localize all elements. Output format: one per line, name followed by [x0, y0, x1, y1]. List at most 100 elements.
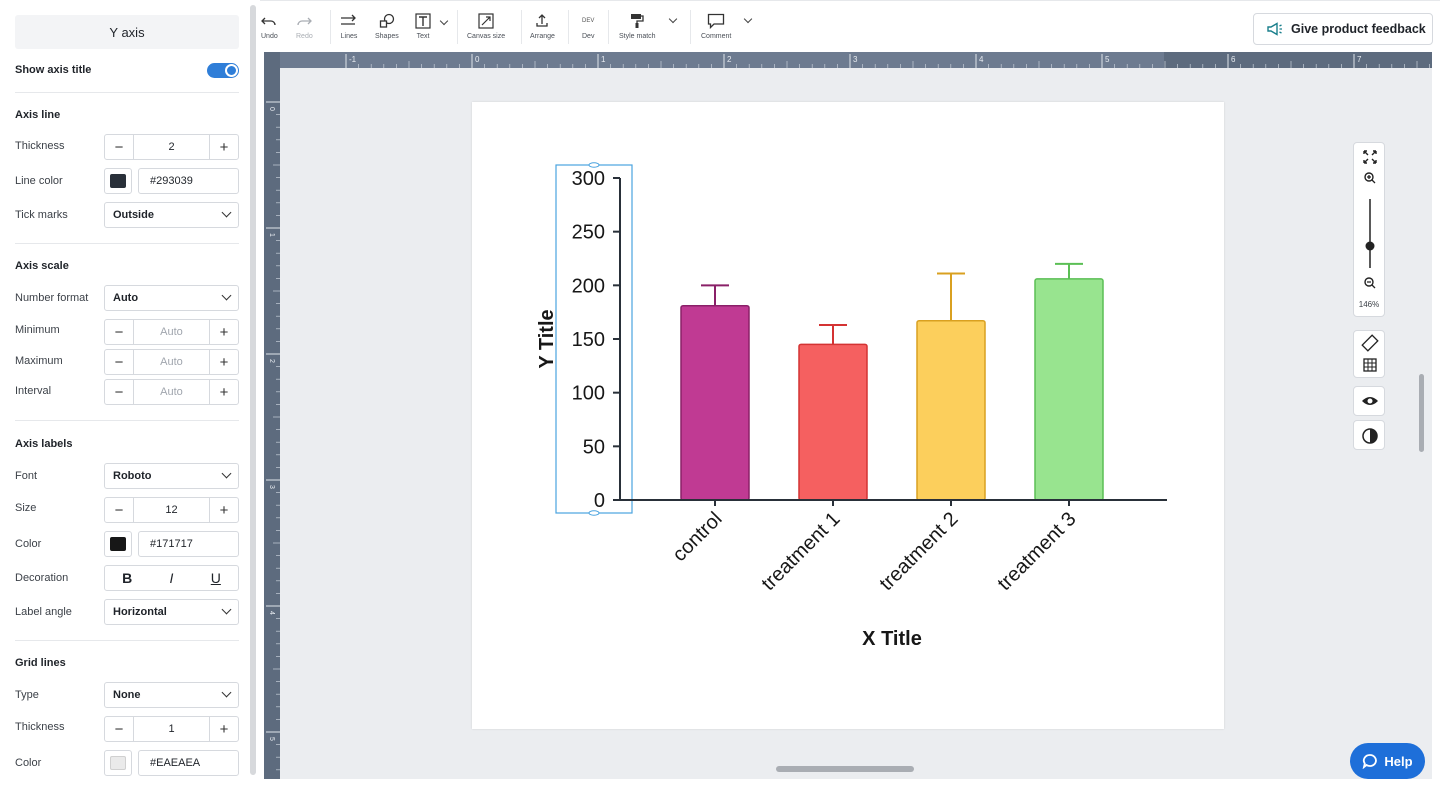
- bold-button[interactable]: B: [122, 570, 133, 586]
- line-color-swatch[interactable]: [104, 168, 132, 194]
- lines-button[interactable]: Lines: [340, 11, 358, 40]
- undo-button[interactable]: Undo: [261, 11, 278, 40]
- ruler-ticks: -1 0 1 2 3 4 5 6 7 0 1 2 3 4 5: [266, 54, 1430, 771]
- style-match-button[interactable]: Style match: [619, 11, 656, 40]
- decrement-button[interactable]: −: [114, 720, 124, 738]
- label-angle-select[interactable]: Horizontal: [104, 599, 239, 625]
- comment-label: Comment: [701, 33, 732, 40]
- tick-marks-select[interactable]: Outside: [104, 202, 239, 228]
- grid-type-value: None: [113, 689, 141, 701]
- label-color-row: Color: [15, 531, 239, 557]
- grid-thickness-input[interactable]: 1: [133, 717, 210, 741]
- toolbar-separator: [521, 10, 522, 44]
- y-tick-label: 100: [572, 383, 605, 405]
- x-tick-label: treatment 1: [757, 508, 844, 595]
- italic-button[interactable]: I: [169, 570, 174, 586]
- increment-button[interactable]: +: [219, 323, 229, 341]
- grid-thickness-stepper: − 1 +: [104, 716, 239, 742]
- tick-marks-value: Outside: [113, 209, 154, 221]
- ruler-icon[interactable]: [1361, 334, 1379, 352]
- number-format-row: Number format: [15, 285, 239, 311]
- redo-label: Redo: [296, 33, 313, 40]
- fit-screen-icon: [1363, 150, 1377, 164]
- toolbar-separator: [690, 10, 691, 44]
- increment-button[interactable]: +: [219, 720, 229, 738]
- size-row: Size: [15, 495, 239, 521]
- line-color-hex-input[interactable]: #293039: [138, 168, 239, 194]
- increment-button[interactable]: +: [219, 138, 229, 156]
- text-button[interactable]: Text: [415, 11, 431, 40]
- undo-icon: [261, 11, 277, 31]
- x-axis-title: X Title: [862, 628, 922, 650]
- decrement-button[interactable]: −: [114, 383, 124, 401]
- ruler-number: 4: [979, 55, 984, 64]
- line-color-row: Line color: [15, 168, 239, 194]
- ruler-highlight: [264, 52, 1164, 68]
- style-match-label: Style match: [619, 33, 656, 40]
- horizontal-scrollbar[interactable]: [776, 766, 914, 772]
- vertical-scrollbar[interactable]: [1419, 374, 1424, 452]
- toolbar-separator: [330, 10, 331, 44]
- chevron-down-icon[interactable]: [668, 14, 678, 24]
- chart-canvas[interactable]: control treatment 1 treatment 2 treatment 3…: [472, 102, 1224, 729]
- preview-button[interactable]: [1353, 386, 1385, 416]
- grid-color-swatch[interactable]: [104, 750, 132, 776]
- comment-button[interactable]: Comment: [701, 11, 731, 40]
- increment-button[interactable]: +: [219, 501, 229, 519]
- interval-input[interactable]: Auto: [133, 380, 210, 404]
- show-axis-title-toggle[interactable]: [207, 63, 239, 78]
- decrement-button[interactable]: −: [114, 353, 124, 371]
- maximum-input[interactable]: Auto: [133, 350, 210, 374]
- thickness-row: Thickness: [15, 133, 239, 159]
- ruler-number: 3: [268, 485, 275, 489]
- contrast-button[interactable]: [1353, 420, 1385, 450]
- redo-icon: [296, 11, 313, 31]
- give-feedback-button[interactable]: Give product feedback: [1253, 13, 1433, 45]
- decrement-button[interactable]: −: [114, 501, 124, 519]
- divider: [15, 420, 239, 421]
- increment-button[interactable]: +: [219, 383, 229, 401]
- grid-color-control: #EAEAEA: [104, 750, 239, 776]
- number-format-select[interactable]: Auto: [104, 285, 239, 311]
- size-label: Size: [15, 502, 37, 514]
- panel-scrollbar[interactable]: [250, 5, 256, 775]
- font-select[interactable]: Roboto: [104, 463, 239, 489]
- chevron-down-icon[interactable]: [439, 16, 449, 26]
- ruler-number: 1: [268, 233, 275, 237]
- grid-icon[interactable]: [1363, 358, 1377, 372]
- axis-line-thickness-input[interactable]: 2: [133, 135, 210, 159]
- canvas-workspace[interactable]: -1 0 1 2 3 4 5 6 7 0 1 2 3 4 5 control treatment 1 treat…: [264, 52, 1432, 779]
- redo-button[interactable]: Redo: [296, 11, 313, 40]
- grid-type-row: Type: [15, 682, 239, 708]
- increment-button[interactable]: +: [219, 353, 229, 371]
- minimum-input[interactable]: Auto: [133, 320, 210, 344]
- label-color-swatch[interactable]: [104, 531, 132, 557]
- help-label: Help: [1384, 753, 1413, 769]
- dev-button[interactable]: DEV Dev: [582, 11, 594, 40]
- minimum-label: Minimum: [15, 324, 60, 336]
- decrement-button[interactable]: −: [114, 323, 124, 341]
- minimum-stepper: − Auto +: [104, 319, 239, 345]
- decrement-button[interactable]: −: [114, 138, 124, 156]
- bar-treatment-3: [1034, 278, 1104, 501]
- maximum-stepper: − Auto +: [104, 349, 239, 375]
- shapes-button[interactable]: Shapes: [375, 11, 399, 40]
- label-size-input[interactable]: 12: [133, 498, 210, 522]
- arrange-icon: [534, 11, 550, 31]
- chart-page[interactable]: control treatment 1 treatment 2 treatment 3…: [472, 102, 1224, 729]
- eye-icon: [1362, 397, 1378, 405]
- canvas-size-button[interactable]: Canvas size: [467, 11, 505, 40]
- underline-button[interactable]: U: [210, 570, 221, 586]
- interval-label: Interval: [15, 385, 52, 397]
- x-tick-label: treatment 3: [993, 508, 1080, 595]
- grid-type-select[interactable]: None: [104, 682, 239, 708]
- arrange-button[interactable]: Arrange: [530, 11, 555, 40]
- divider: [15, 92, 239, 93]
- label-color-hex-input[interactable]: #171717: [138, 531, 239, 557]
- chevron-down-icon[interactable]: [743, 14, 753, 24]
- text-icon: [415, 11, 431, 31]
- grid-color-hex-input[interactable]: #EAEAEA: [138, 750, 239, 776]
- undo-label: Undo: [261, 33, 278, 40]
- help-button[interactable]: Help: [1350, 743, 1425, 779]
- bar-treatment-1: [798, 343, 868, 501]
